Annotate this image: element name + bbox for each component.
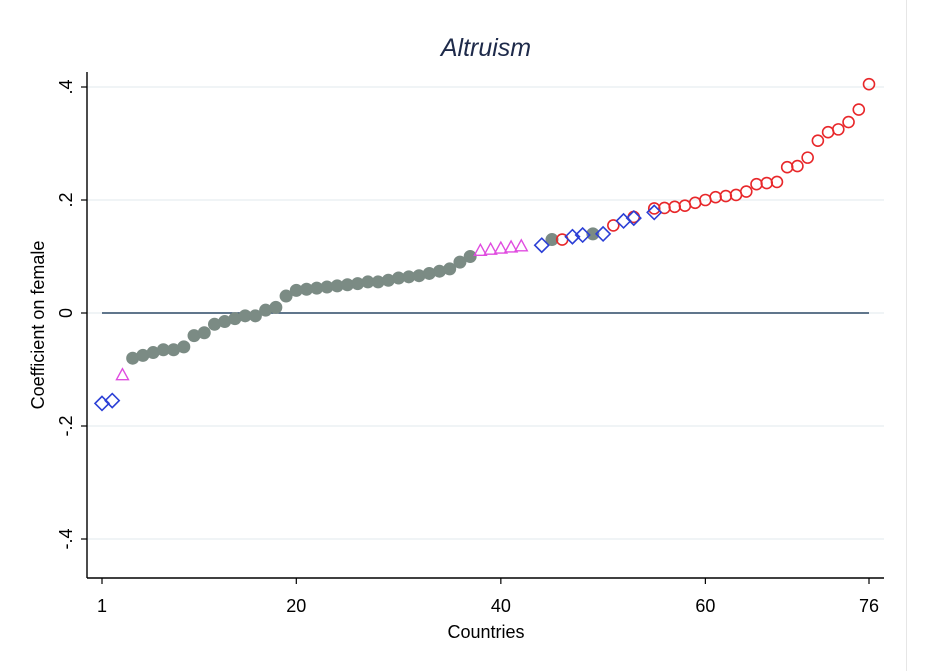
triangle-point [503, 239, 519, 253]
filled-circle-point [443, 262, 457, 276]
triangle-point [115, 367, 130, 381]
diamond-point [574, 226, 591, 244]
filled-circle-point [177, 340, 191, 354]
hollow-circle-point [862, 77, 876, 91]
triangle-point [514, 238, 529, 252]
x-tick-label: 40 [491, 596, 511, 616]
data-points [93, 77, 876, 412]
y-tick-label: .2 [56, 192, 76, 207]
hollow-circle-point [780, 160, 794, 174]
hollow-circle-point [760, 176, 774, 190]
hollow-circle-point [791, 159, 804, 173]
page-edge-divider [906, 0, 907, 671]
filled-circle-point [248, 309, 262, 323]
filled-circle-point [279, 289, 293, 303]
y-axis-label: Coefficient on female [28, 241, 48, 410]
triangle-point [483, 241, 498, 255]
hollow-circle-point [852, 103, 866, 116]
triangle-point [493, 240, 509, 254]
hollow-circle-point [607, 219, 620, 232]
diamond-point [104, 392, 121, 409]
filled-circle-point [545, 233, 559, 247]
hollow-circle-point [842, 115, 855, 129]
hollow-circle-point [811, 134, 825, 147]
diamond-point [533, 237, 550, 254]
filled-circle-point [269, 300, 283, 314]
hollow-circle-point [709, 190, 722, 204]
filled-circle-point [463, 250, 477, 263]
hollow-circle-point [678, 199, 692, 212]
y-tick-label: -.4 [56, 528, 76, 549]
diamond-point [594, 225, 612, 243]
hollow-circle-point [668, 200, 681, 214]
hollow-circle-point [821, 125, 835, 139]
y-tick-label: -.2 [56, 415, 76, 436]
hollow-circle-point [770, 175, 784, 189]
hollow-circle-point [832, 123, 845, 136]
x-tick-label: 76 [859, 596, 879, 616]
hollow-circle-point [801, 151, 814, 164]
filled-circle-point [453, 255, 467, 269]
axis-ticks: .4 .2 0 -.2 -.4 1 20 40 60 76 [56, 79, 879, 616]
hollow-circle-point [688, 196, 702, 210]
x-axis-label: Countries [447, 622, 524, 642]
hollow-circle-point [750, 177, 763, 191]
filled-circle-point [586, 227, 600, 241]
triangle-point [473, 242, 488, 257]
filled-circle-point [197, 326, 211, 340]
diamond-point [625, 209, 642, 227]
y-tick-label: .4 [56, 79, 76, 94]
y-tick-label: 0 [56, 308, 76, 318]
hollow-circle-point [729, 188, 743, 202]
diamond-point [646, 204, 663, 221]
x-tick-label: 20 [286, 596, 306, 616]
x-tick-label: 1 [97, 596, 107, 616]
axes [86, 72, 884, 579]
x-tick-label: 60 [695, 596, 715, 616]
hollow-circle-point [739, 185, 753, 198]
chart-title: Altruism [439, 34, 531, 62]
